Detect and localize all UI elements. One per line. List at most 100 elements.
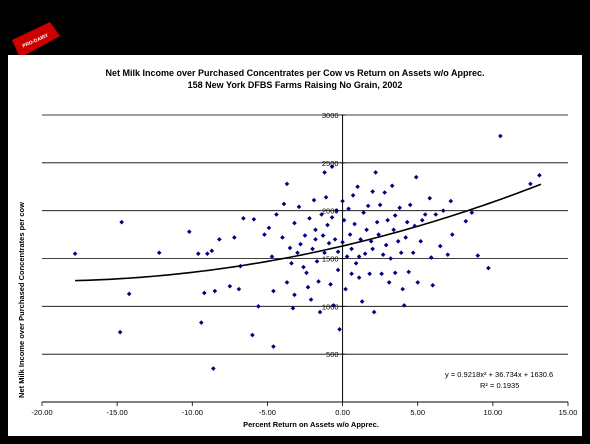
- x-tick-labels: -20.00 -15.00 -10.00 -5.00 0.00 5.00 10.00 15.0…: [31, 408, 577, 417]
- data-point: [186, 229, 192, 235]
- x-tick-label: 10.00: [483, 408, 502, 417]
- data-point: [232, 235, 237, 240]
- data-point: [341, 217, 347, 223]
- data-point: [449, 232, 455, 237]
- data-point: [343, 286, 348, 292]
- data-point: [407, 202, 413, 208]
- data-point: [367, 271, 372, 277]
- scatter-chart: Net Milk Income over Purchased Concentra…: [17, 68, 577, 429]
- data-point: [117, 329, 123, 335]
- data-point: [313, 227, 318, 233]
- data-point: [475, 253, 481, 258]
- grid: [42, 114, 568, 355]
- x-tick-label: 15.00: [559, 408, 578, 417]
- data-point: [340, 198, 345, 204]
- data-point: [376, 232, 381, 237]
- data-point: [430, 282, 436, 288]
- chart-title: Net Milk Income over Purchased Concentra…: [106, 68, 485, 78]
- trendline-curve: [75, 183, 542, 282]
- y-axis-label: Net Milk Income over Purchased Concentra…: [17, 202, 26, 398]
- data-point: [295, 250, 300, 256]
- data-point: [289, 260, 294, 266]
- trend-equation: y = 0.9218x² + 36.734x + 1630.6: [445, 370, 553, 379]
- data-point: [266, 225, 272, 231]
- data-point: [195, 251, 201, 257]
- data-point: [274, 212, 279, 217]
- data-point: [313, 237, 318, 242]
- x-tick-label: -10.00: [182, 408, 203, 417]
- data-point: [119, 219, 124, 225]
- y-tick-label: 2000: [322, 207, 339, 216]
- data-point: [379, 271, 384, 277]
- data-point: [329, 164, 335, 169]
- data-point: [537, 172, 542, 178]
- data-point: [362, 251, 368, 257]
- data-point: [316, 279, 321, 284]
- data-point: [281, 201, 287, 207]
- data-point: [322, 250, 327, 256]
- data-point: [227, 283, 233, 289]
- data-point: [386, 280, 392, 285]
- data-point: [241, 216, 246, 221]
- data-point: [212, 288, 218, 294]
- data-point: [469, 210, 475, 215]
- y-tick-label: 500: [326, 350, 339, 359]
- data-point: [269, 254, 275, 259]
- data-point: [413, 174, 419, 180]
- data-point: [371, 309, 377, 315]
- x-axis-label: Percent Return on Assets w/o Apprec.: [243, 420, 379, 429]
- y-tick-labels: 500 1000 1500 2000 2500 3000: [322, 111, 339, 359]
- data-point: [370, 246, 375, 252]
- data-point: [317, 309, 323, 315]
- x-tick-label: 0.00: [335, 408, 350, 417]
- data-point: [292, 292, 297, 298]
- data-point: [211, 366, 216, 371]
- data-point: [410, 250, 416, 256]
- data-point: [310, 246, 315, 252]
- data-point: [205, 251, 210, 257]
- data-point: [236, 286, 242, 292]
- data-point: [406, 269, 411, 275]
- data-point: [307, 216, 312, 221]
- data-point: [284, 280, 290, 285]
- data-point: [199, 320, 204, 325]
- data-point: [349, 246, 354, 252]
- data-point: [388, 256, 393, 261]
- data-point: [271, 344, 276, 349]
- data-point: [296, 204, 302, 210]
- data-point: [370, 189, 375, 194]
- data-point: [528, 181, 533, 187]
- data-point: [280, 235, 285, 240]
- data-point: [377, 202, 383, 208]
- data-point: [314, 259, 320, 264]
- data-point: [391, 227, 396, 233]
- data-point: [498, 133, 503, 139]
- data-point: [463, 218, 469, 224]
- data-point: [326, 240, 332, 246]
- data-point: [380, 252, 386, 257]
- data-point: [356, 275, 362, 280]
- data-point: [331, 303, 336, 308]
- data-point: [415, 280, 421, 285]
- data-point: [334, 208, 339, 213]
- data-point: [290, 305, 296, 311]
- data-point: [251, 216, 257, 222]
- data-point: [238, 263, 243, 269]
- y-tick-label: 2500: [322, 159, 339, 168]
- data-point: [368, 238, 374, 244]
- data-point: [202, 290, 207, 296]
- x-tick-label: -20.00: [31, 408, 52, 417]
- data-point: [262, 232, 267, 237]
- data-point: [347, 232, 353, 237]
- chart-panel: Net Milk Income over Purchased Concentra…: [8, 55, 582, 436]
- data-point: [397, 205, 402, 211]
- data-point: [448, 198, 454, 204]
- y-tick-label: 1500: [322, 255, 339, 264]
- data-point: [382, 190, 387, 195]
- data-point: [340, 239, 345, 245]
- data-point: [428, 255, 434, 260]
- data-point: [373, 170, 378, 175]
- data-point: [209, 248, 215, 254]
- data-point: [302, 233, 308, 238]
- data-point: [350, 193, 356, 198]
